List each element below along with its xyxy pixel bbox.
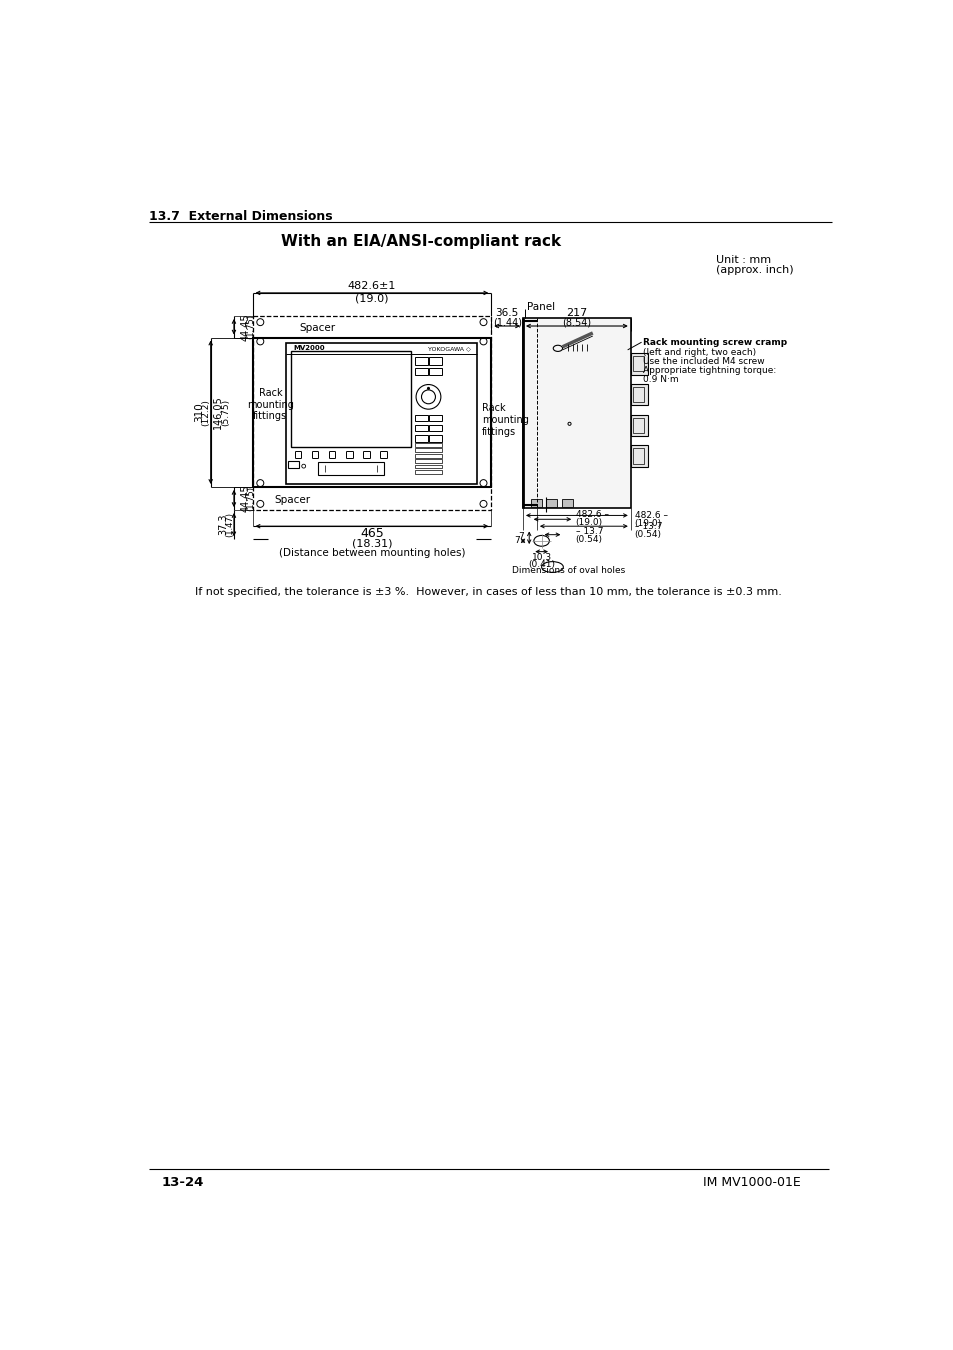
Text: (19.0): (19.0) — [634, 520, 661, 528]
Text: Rack
mounting
fittings: Rack mounting fittings — [247, 387, 294, 421]
Text: 10.3: 10.3 — [531, 554, 551, 563]
Text: (19.0): (19.0) — [575, 518, 602, 526]
Bar — [415, 367, 427, 375]
Text: 36.5: 36.5 — [495, 308, 518, 317]
Text: (18.31): (18.31) — [352, 539, 392, 548]
Text: With an EIA/ANSI-compliant rack: With an EIA/ANSI-compliant rack — [281, 234, 561, 248]
Text: (0.54): (0.54) — [575, 535, 602, 544]
Text: Spacer: Spacer — [274, 495, 310, 505]
Text: YOKOGAWA ◇: YOKOGAWA ◇ — [428, 346, 471, 351]
Bar — [415, 454, 442, 458]
Bar — [429, 435, 441, 441]
Text: Unit : mm: Unit : mm — [716, 255, 770, 265]
Text: Dimensions of oval holes: Dimensions of oval holes — [512, 566, 625, 575]
Text: – 13.7: – 13.7 — [575, 526, 602, 536]
Text: 44.45: 44.45 — [240, 313, 250, 340]
Text: 482.6 –: 482.6 – — [575, 510, 608, 520]
Bar — [415, 435, 427, 441]
Text: 13.7  External Dimensions: 13.7 External Dimensions — [149, 211, 332, 223]
Text: Appropriate tightning torque:: Appropriate tightning torque: — [642, 366, 776, 375]
Bar — [633, 417, 643, 433]
Bar — [561, 500, 572, 508]
Text: 7: 7 — [518, 532, 524, 541]
Text: (1.44): (1.44) — [492, 317, 521, 327]
Bar — [633, 448, 643, 464]
Bar — [429, 356, 441, 365]
Bar — [546, 500, 557, 508]
Bar — [415, 464, 442, 468]
Text: IM MV1000-01E: IM MV1000-01E — [702, 1176, 801, 1189]
Text: 44.45: 44.45 — [240, 485, 250, 512]
Text: (1.47): (1.47) — [225, 512, 233, 537]
Text: 482.6±1: 482.6±1 — [347, 281, 395, 292]
Circle shape — [427, 387, 430, 390]
Bar — [630, 383, 647, 405]
Text: Spacer: Spacer — [299, 323, 335, 333]
Text: 0.9 N·m: 0.9 N·m — [642, 375, 679, 385]
Text: 482.6 –: 482.6 – — [634, 510, 667, 520]
Text: (12.2): (12.2) — [201, 398, 211, 425]
Text: (0.54): (0.54) — [634, 531, 661, 539]
Bar — [415, 470, 442, 474]
Bar — [630, 352, 647, 374]
Text: (Distance between mounting holes): (Distance between mounting holes) — [278, 548, 465, 558]
Text: (1.75): (1.75) — [246, 315, 255, 339]
Bar — [318, 462, 384, 475]
Bar — [415, 443, 442, 447]
Bar — [415, 448, 442, 452]
Text: Use the included M4 screw: Use the included M4 screw — [642, 356, 764, 366]
Bar — [630, 414, 647, 436]
Bar — [530, 500, 541, 508]
Text: If not specified, the tolerance is ±3 %.  However, in cases of less than 10 mm, : If not specified, the tolerance is ±3 %.… — [195, 587, 781, 597]
Text: (8.54): (8.54) — [561, 317, 591, 327]
Bar — [415, 356, 427, 365]
Bar — [415, 424, 427, 432]
Bar — [429, 424, 441, 432]
Text: 310: 310 — [193, 402, 204, 423]
Bar — [429, 367, 441, 375]
Bar — [633, 356, 643, 371]
Bar — [429, 414, 441, 421]
Text: Rack
mounting
fittings: Rack mounting fittings — [481, 404, 528, 436]
Text: 146.05: 146.05 — [213, 396, 222, 429]
Text: (19.0): (19.0) — [355, 293, 388, 304]
Text: MV2000: MV2000 — [294, 346, 325, 351]
Text: 217: 217 — [566, 308, 587, 317]
Text: 13-24: 13-24 — [162, 1176, 204, 1189]
Bar — [522, 317, 630, 509]
Bar — [415, 414, 427, 421]
Text: (left and right, two each): (left and right, two each) — [642, 348, 756, 356]
Bar — [630, 446, 647, 467]
Text: (1.75): (1.75) — [246, 486, 255, 512]
Text: – 13.7: – 13.7 — [634, 521, 661, 531]
Bar — [288, 460, 298, 468]
Text: (0.41): (0.41) — [528, 560, 555, 570]
Text: Panel: Panel — [526, 302, 555, 312]
Text: (approx. inch): (approx. inch) — [716, 265, 793, 275]
Text: (5.75): (5.75) — [221, 398, 230, 425]
Bar — [633, 387, 643, 402]
Text: 7: 7 — [514, 536, 519, 545]
Text: Rack mounting screw cramp: Rack mounting screw cramp — [642, 338, 786, 347]
Bar — [415, 459, 442, 463]
Text: 465: 465 — [359, 528, 383, 540]
Text: 37.3: 37.3 — [218, 514, 228, 536]
